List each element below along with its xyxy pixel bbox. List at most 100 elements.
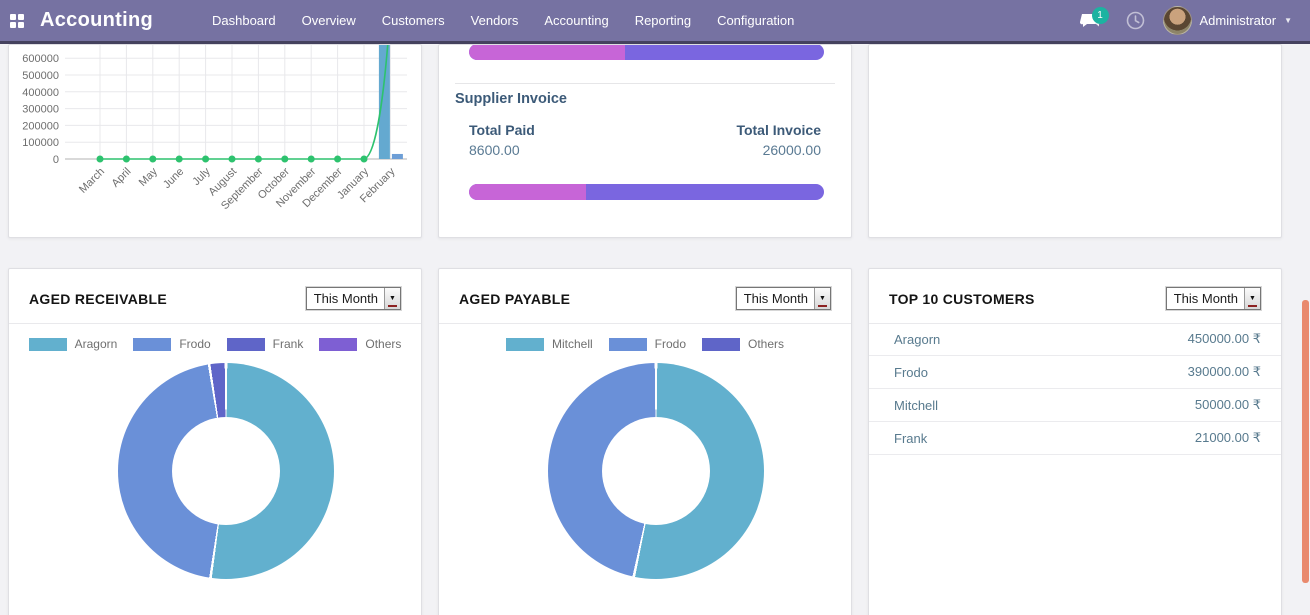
svg-text:June: June <box>161 166 186 191</box>
activities-button[interactable] <box>1116 0 1155 41</box>
monthly-trend-card: 0 100000 200000 300000 400000 500000 600000 Mar… <box>8 44 422 238</box>
legend-swatch <box>505 337 544 351</box>
svg-text:May: May <box>137 165 161 189</box>
customer-amount: 21000.00 ₹ <box>1194 430 1261 445</box>
svg-text:200000: 200000 <box>22 120 59 132</box>
supplier-invoice-card: Supplier Invoice Total Paid Total Invoic… <box>438 44 852 238</box>
messages-button[interactable]: 1 <box>1070 0 1112 41</box>
svg-text:400000: 400000 <box>22 87 59 99</box>
divider <box>439 323 851 324</box>
aged-receivable-donut-chart[interactable] <box>118 363 334 579</box>
nav-item-customers[interactable]: Customers <box>381 13 445 28</box>
nav-item-overview[interactable]: Overview <box>301 13 356 28</box>
trend-chart-svg: 0 100000 200000 300000 400000 500000 600000 Mar… <box>22 45 407 212</box>
svg-text:500000: 500000 <box>22 70 59 82</box>
customer-row-mitchell[interactable]: Mitchell 50000.00 ₹ <box>869 389 1281 422</box>
total-paid-label: Total Paid <box>469 122 535 138</box>
legend-swatch <box>133 337 172 351</box>
empty-card <box>868 44 1282 238</box>
svg-text:600000: 600000 <box>22 53 59 65</box>
customer-row-aragorn[interactable]: Aragorn 450000.00 ₹ <box>869 323 1281 356</box>
donut-hole <box>602 417 710 525</box>
aged-receivable-title: AGED RECEIVABLE <box>29 291 168 307</box>
top-10-customers-card: TOP 10 CUSTOMERS This Month ▼ Aragorn 450… <box>868 268 1282 615</box>
progress-fill <box>469 184 587 200</box>
donut-hole <box>172 417 280 525</box>
nav-item-configuration[interactable]: Configuration <box>717 13 795 28</box>
legend-swatch <box>319 337 358 351</box>
customer-invoice-progress-bar <box>469 45 824 60</box>
legend-label: Others <box>748 337 785 351</box>
aged-receivable-period-select[interactable]: This Month ▼ <box>305 287 401 310</box>
avatar <box>1162 6 1192 35</box>
legend-item-others[interactable]: Others <box>319 337 401 351</box>
dashboard-page: 0 100000 200000 300000 400000 500000 600000 Mar… <box>0 44 1310 615</box>
divider <box>455 83 835 84</box>
customer-name: Frank <box>894 430 928 446</box>
divider <box>9 323 421 324</box>
aged-receivable-card: AGED RECEIVABLE This Month ▼ Aragorn Frod… <box>8 268 422 615</box>
svg-text:300000: 300000 <box>22 104 59 116</box>
customer-amount: 390000.00 ₹ <box>1187 364 1261 379</box>
vertical-scrollbar-thumb[interactable] <box>1302 300 1309 583</box>
legend-item-others[interactable]: Others <box>702 337 784 351</box>
nav-item-reporting[interactable]: Reporting <box>634 13 692 28</box>
aged-receivable-legend: Aragorn Frodo Frank Others <box>9 337 421 351</box>
legend-item-mitchell[interactable]: Mitchell <box>505 337 593 351</box>
total-invoice-label: Total Invoice <box>736 122 821 138</box>
customer-row-frank[interactable]: Frank 21000.00 ₹ <box>869 422 1281 455</box>
nav-item-vendors[interactable]: Vendors <box>470 13 519 28</box>
user-menu[interactable]: Administrator ▼ <box>1159 0 1297 41</box>
legend-label: Frodo <box>179 337 211 351</box>
customer-name: Mitchell <box>894 397 939 413</box>
aged-payable-title: AGED PAYABLE <box>459 291 571 307</box>
total-paid-value: 8600.00 <box>469 142 520 158</box>
app-title: Accounting <box>40 9 153 31</box>
legend-label: Frank <box>272 337 304 351</box>
clock-icon <box>1126 11 1144 30</box>
customer-amount: 50000.00 ₹ <box>1194 397 1261 412</box>
legend-item-frodo[interactable]: Frodo <box>608 337 687 351</box>
legend-label: Others <box>365 337 402 351</box>
svg-text:100000: 100000 <box>22 137 59 149</box>
nav-item-accounting[interactable]: Accounting <box>544 13 609 28</box>
legend-label: Frodo <box>654 337 687 351</box>
chevron-down-icon: ▼ <box>814 288 830 309</box>
legend-swatch <box>28 337 67 351</box>
legend-item-frodo[interactable]: Frodo <box>133 337 211 351</box>
aged-payable-donut-chart[interactable] <box>548 363 764 579</box>
top-10-customers-table: Aragorn 450000.00 ₹ Frodo 390000.00 ₹ Mitche… <box>869 323 1281 455</box>
legend-swatch <box>226 337 265 351</box>
progress-fill <box>469 45 626 60</box>
main-menu: Dashboard Overview Customers Vendors Account… <box>199 0 807 41</box>
apps-grid-icon <box>10 13 24 28</box>
svg-text:July: July <box>190 165 213 188</box>
legend-swatch <box>608 337 647 351</box>
aged-payable-period-select[interactable]: This Month ▼ <box>735 287 831 310</box>
chevron-down-icon: ▼ <box>1284 16 1292 25</box>
top-10-customers-title: TOP 10 CUSTOMERS <box>889 291 1035 307</box>
svg-text:0: 0 <box>53 154 59 166</box>
chevron-down-icon: ▼ <box>1244 288 1260 309</box>
divider <box>869 323 1281 324</box>
nav-item-dashboard[interactable]: Dashboard <box>212 13 276 28</box>
customer-name: Frodo <box>894 364 928 380</box>
messages-count-badge: 1 <box>1091 7 1109 24</box>
customer-name: Aragorn <box>894 331 941 347</box>
customer-row-frodo[interactable]: Frodo 390000.00 ₹ <box>869 356 1281 389</box>
aged-payable-card: AGED PAYABLE This Month ▼ Mitchell Frodo O… <box>438 268 852 615</box>
legend-item-frank[interactable]: Frank <box>226 337 304 351</box>
aged-payable-legend: Mitchell Frodo Others <box>439 337 851 351</box>
svg-text:April: April <box>109 166 133 190</box>
customer-amount: 450000.00 ₹ <box>1187 331 1261 346</box>
legend-swatch <box>702 337 741 351</box>
chevron-down-icon: ▼ <box>384 288 400 309</box>
total-invoice-value: 26000.00 <box>762 142 821 158</box>
legend-label: Mitchell <box>551 337 593 351</box>
legend-label: Aragorn <box>74 337 118 351</box>
apps-menu-button[interactable] <box>0 0 34 41</box>
legend-item-aragorn[interactable]: Aragorn <box>28 337 118 351</box>
user-name: Administrator <box>1199 13 1277 28</box>
supplier-invoice-title: Supplier Invoice <box>455 91 567 107</box>
top-10-customers-period-select[interactable]: This Month ▼ <box>1165 287 1261 310</box>
